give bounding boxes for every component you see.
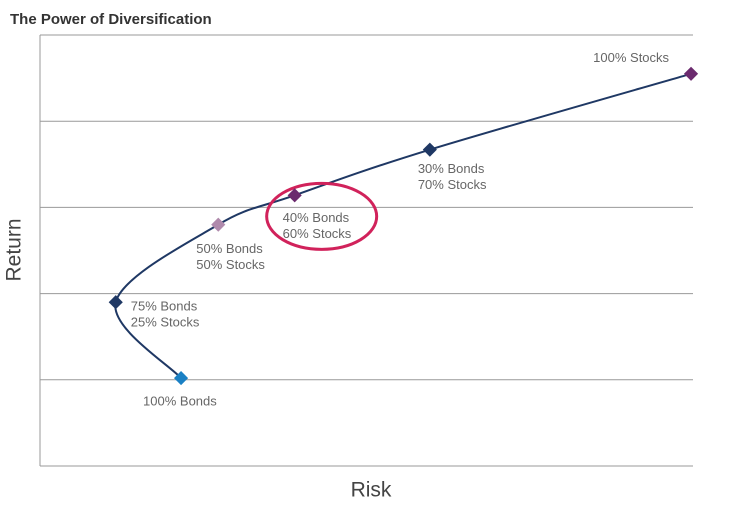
- point-label: 75% Bonds: [131, 299, 198, 314]
- x-axis-label: Risk: [351, 479, 392, 502]
- point-marker: [683, 66, 699, 81]
- point-label: 30% Bonds: [418, 161, 485, 176]
- point-label: 50% Bonds: [196, 241, 263, 256]
- point-label: 40% Bonds: [283, 210, 350, 225]
- highlight-circle: [265, 181, 379, 251]
- point-label: 100% Stocks: [593, 50, 669, 65]
- point-marker: [173, 371, 189, 386]
- point-label: 60% Stocks: [283, 226, 352, 241]
- chart-title: The Power of Diversification: [10, 11, 212, 28]
- y-axis-label: Return: [3, 218, 26, 281]
- point-label: 70% Stocks: [418, 177, 487, 192]
- point-marker: [108, 295, 123, 310]
- frontier-line: [114, 72, 692, 379]
- point-label: 50% Stocks: [196, 257, 265, 272]
- point-label: 25% Stocks: [131, 315, 200, 330]
- point-marker: [287, 188, 302, 203]
- point-marker: [211, 217, 226, 232]
- point-label: 100% Bonds: [143, 394, 217, 409]
- point-marker: [422, 142, 437, 157]
